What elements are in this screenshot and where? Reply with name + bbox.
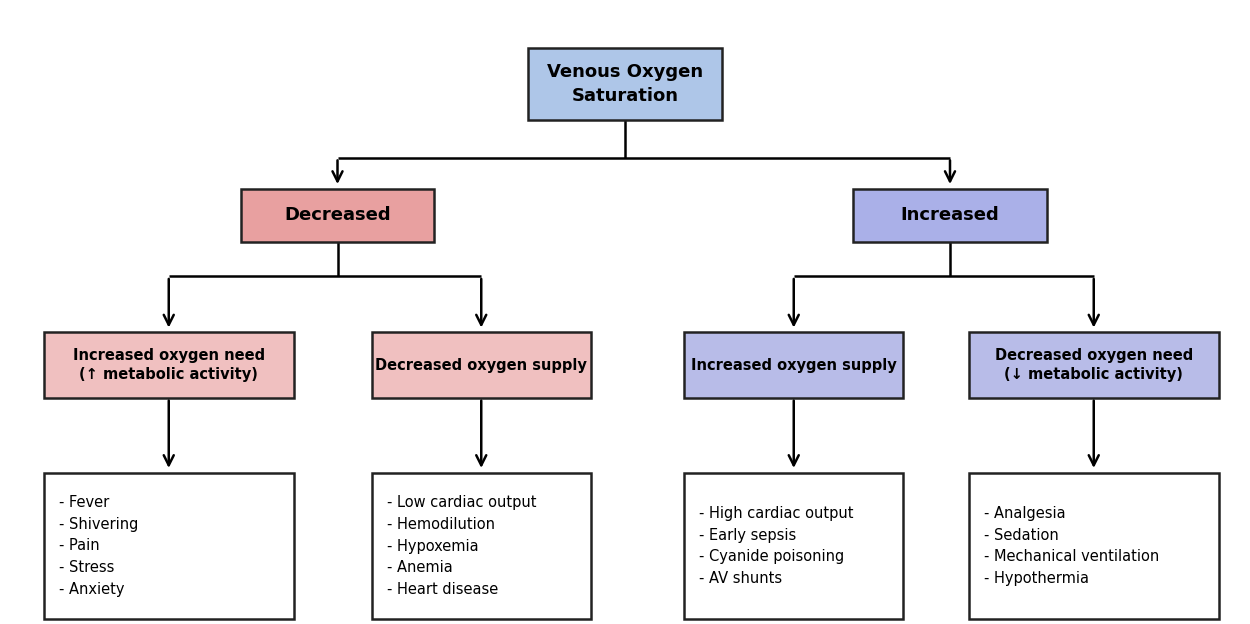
FancyBboxPatch shape	[529, 49, 722, 120]
Text: Increased oxygen supply: Increased oxygen supply	[691, 358, 896, 373]
Text: - Analgesia
- Sedation
- Mechanical ventilation
- Hypothermia: - Analgesia - Sedation - Mechanical vent…	[984, 506, 1159, 586]
Text: Increased: Increased	[900, 207, 1000, 224]
Text: Decreased: Decreased	[284, 207, 391, 224]
FancyBboxPatch shape	[685, 473, 902, 619]
FancyBboxPatch shape	[685, 333, 902, 398]
FancyBboxPatch shape	[44, 473, 294, 619]
FancyBboxPatch shape	[372, 333, 591, 398]
FancyBboxPatch shape	[372, 473, 591, 619]
FancyBboxPatch shape	[969, 333, 1219, 398]
Text: - High cardiac output
- Early sepsis
- Cyanide poisoning
- AV shunts: - High cardiac output - Early sepsis - C…	[700, 506, 854, 586]
FancyBboxPatch shape	[969, 473, 1219, 619]
FancyBboxPatch shape	[853, 188, 1048, 241]
Text: - Low cardiac output
- Hemodilution
- Hypoxemia
- Anemia
- Heart disease: - Low cardiac output - Hemodilution - Hy…	[388, 495, 536, 597]
FancyBboxPatch shape	[44, 333, 294, 398]
Text: Venous Oxygen
Saturation: Venous Oxygen Saturation	[548, 64, 702, 105]
FancyBboxPatch shape	[240, 188, 435, 241]
Text: Decreased oxygen need
(↓ metabolic activity): Decreased oxygen need (↓ metabolic activ…	[995, 348, 1192, 383]
Text: - Fever
- Shivering
- Pain
- Stress
- Anxiety: - Fever - Shivering - Pain - Stress - An…	[59, 495, 138, 597]
Text: Increased oxygen need
(↑ metabolic activity): Increased oxygen need (↑ metabolic activ…	[72, 348, 265, 383]
Text: Decreased oxygen supply: Decreased oxygen supply	[375, 358, 588, 373]
